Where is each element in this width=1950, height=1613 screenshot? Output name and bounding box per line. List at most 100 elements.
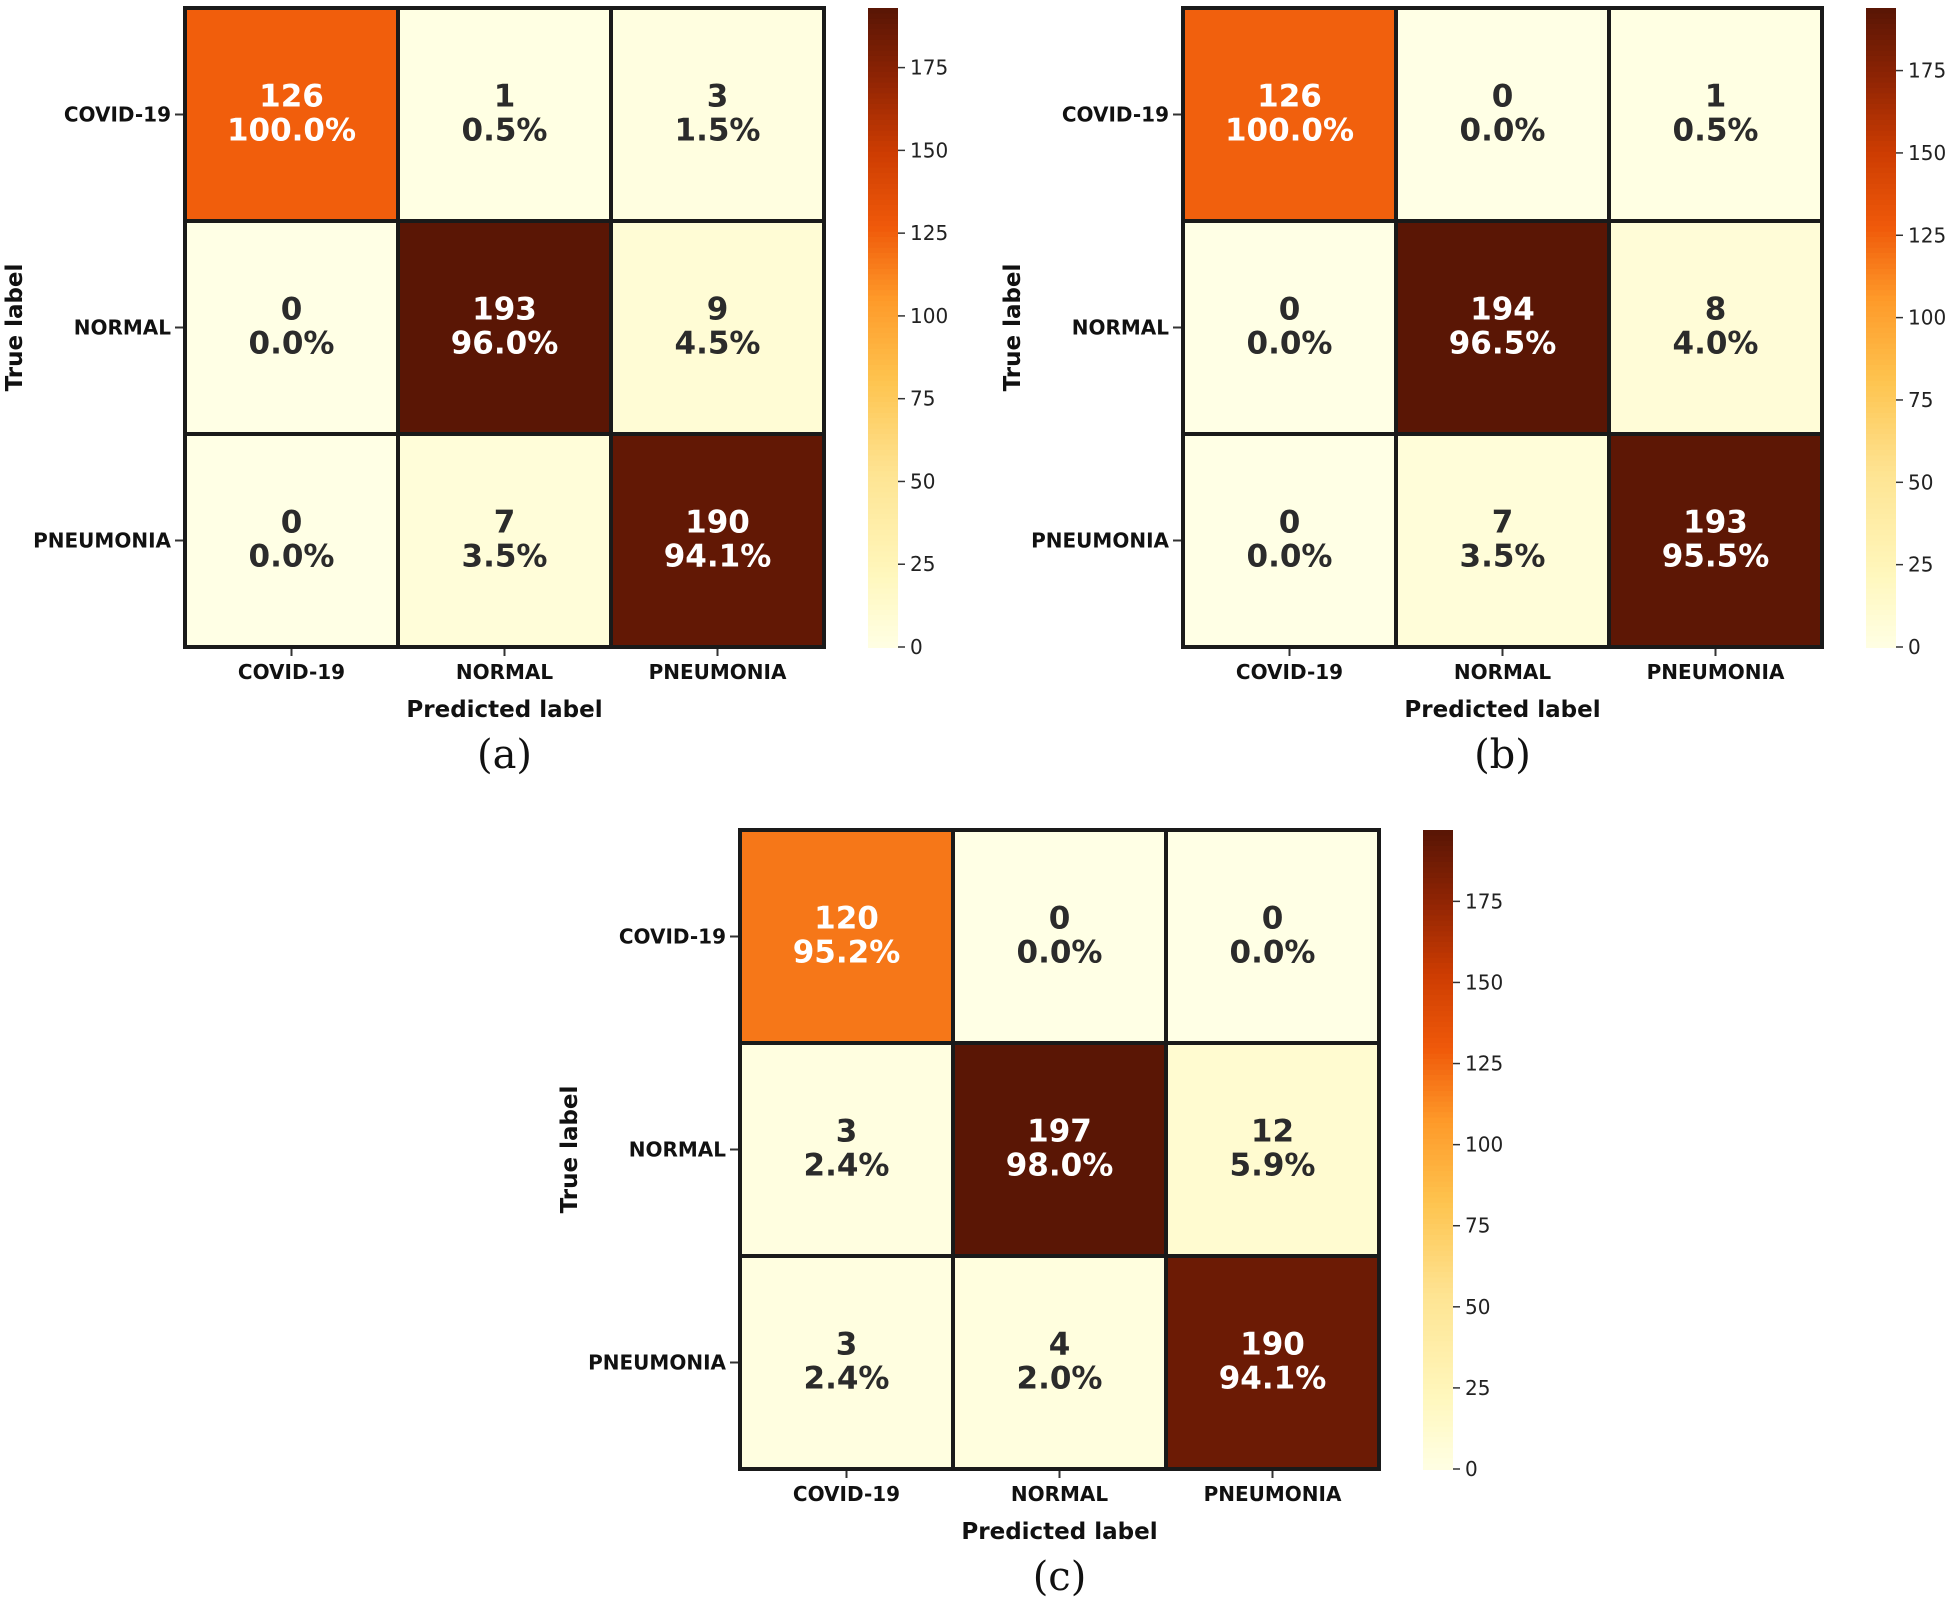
colorbar-segment [868,593,898,601]
colorbar-segment [868,561,898,569]
colorbar-segment [868,380,898,388]
colorbar-segment [1423,1277,1453,1284]
colorbar-segment [1423,1271,1453,1279]
colorbar-segment [868,428,898,435]
colorbar-segment [1866,625,1896,633]
colorbar-segment [868,146,898,153]
cell-count-label: 3 [836,1114,858,1150]
cell-percent-label: 0.5% [1673,113,1759,149]
confusion-matrix-panel: 126100.0%10.5%31.5%00.0%19396.0%94.5%00.… [2,6,948,778]
colorbar-segment [1423,1096,1453,1103]
colorbar-segment [868,13,898,20]
colorbar-segment [1866,407,1896,414]
colorbar-segment [1866,327,1896,334]
colorbar-segment [1866,306,1896,313]
colorbar-segment [1866,162,1896,169]
colorbar-segment [868,258,898,265]
colorbar-segment [1423,1037,1453,1044]
y-axis-label: True label [2,264,28,392]
colorbar-segment [868,34,898,41]
cell-percent-label: 95.2% [793,935,901,971]
cell-percent-label: 0.0% [1460,113,1546,149]
colorbar-segment [1423,963,1453,970]
colorbar-segment [868,178,898,185]
colorbar-segment [1866,258,1896,265]
colorbar-segment [1423,1000,1453,1007]
colorbar-segment [1423,1090,1453,1098]
colorbar-segment [1423,1069,1453,1076]
cell-percent-label: 0.0% [249,539,335,575]
colorbar-segment [1866,375,1896,382]
colorbar-segment [1866,23,1896,31]
colorbar-segment [1423,1373,1453,1380]
colorbar-segment [1423,979,1453,986]
colorbar-segment [1866,615,1896,622]
colorbar-tick-label: 100 [910,304,948,328]
colorbar-segment [1866,119,1896,127]
colorbar-segment [868,412,898,420]
cell-count-label: 190 [685,505,750,541]
y-tick-label: NORMAL [74,316,172,340]
colorbar-segment [1866,13,1896,20]
heatmap-cell [951,828,1168,1045]
colorbar-segment [1866,551,1896,558]
colorbar-segment [1423,904,1453,911]
colorbar-segment [1423,1240,1453,1247]
x-tick-label: PNEUMONIA [649,660,787,684]
colorbar-segment [868,167,898,175]
colorbar-segment [1423,1293,1453,1300]
colorbar-segment [1423,1383,1453,1391]
colorbar-segment [1866,109,1896,116]
colorbar-segment [1866,513,1896,521]
colorbar-segment [868,50,898,57]
colorbar-segment [868,327,898,334]
colorbar-segment [868,199,898,207]
colorbar-segment [1866,146,1896,153]
colorbar-segment [1866,236,1896,244]
colorbar-segment [1866,157,1896,164]
heatmap-cell [1181,6,1398,223]
colorbar-segment [868,87,898,95]
colorbar-segment [868,300,898,308]
colorbar-segment [1423,1197,1453,1204]
cell-count-label: 0 [281,505,303,541]
x-tick-label: COVID-19 [793,1482,900,1506]
colorbar-segment [868,316,898,324]
colorbar-segment [868,492,898,499]
colorbar-segment [868,284,898,292]
colorbar-tick-label: 25 [1465,1376,1490,1400]
cell-percent-label: 5.9% [1230,1148,1316,1184]
colorbar-segment [1866,252,1896,260]
colorbar-segment [1866,167,1896,175]
colorbar-segment [1423,893,1453,901]
colorbar-segment [1866,173,1896,180]
colorbar-segment [1866,55,1896,63]
colorbar-segment [1866,370,1896,377]
heatmap-cell [1181,219,1398,436]
colorbar-segment [1866,93,1896,100]
colorbar-segment [1423,877,1453,885]
colorbar-segment [1866,545,1896,553]
heatmap-cell [1164,1254,1381,1471]
colorbar-segment [1423,957,1453,965]
cell-percent-label: 4.5% [675,326,761,362]
cell-percent-label: 0.0% [1017,935,1103,971]
colorbar-segment [1866,503,1896,510]
colorbar-tick-label: 50 [1908,470,1933,494]
y-axis-label: True label [557,1086,583,1214]
colorbar-segment [1866,354,1896,361]
colorbar-segment [1423,1074,1453,1082]
colorbar-segment [868,391,898,398]
cell-count-label: 0 [1262,901,1284,937]
colorbar-segment [1423,1426,1453,1433]
heatmap-cell [1607,219,1824,436]
colorbar-segment [1866,588,1896,595]
cell-count-label: 126 [259,79,324,115]
cell-percent-label: 94.1% [1219,1361,1327,1397]
colorbar-tick-label: 125 [1908,223,1946,247]
colorbar-segment [1423,1303,1453,1311]
colorbar-segment [868,55,898,63]
heatmap-cell [951,1254,1168,1471]
colorbar-segment [1866,460,1896,467]
heatmap-cell [1394,432,1611,649]
